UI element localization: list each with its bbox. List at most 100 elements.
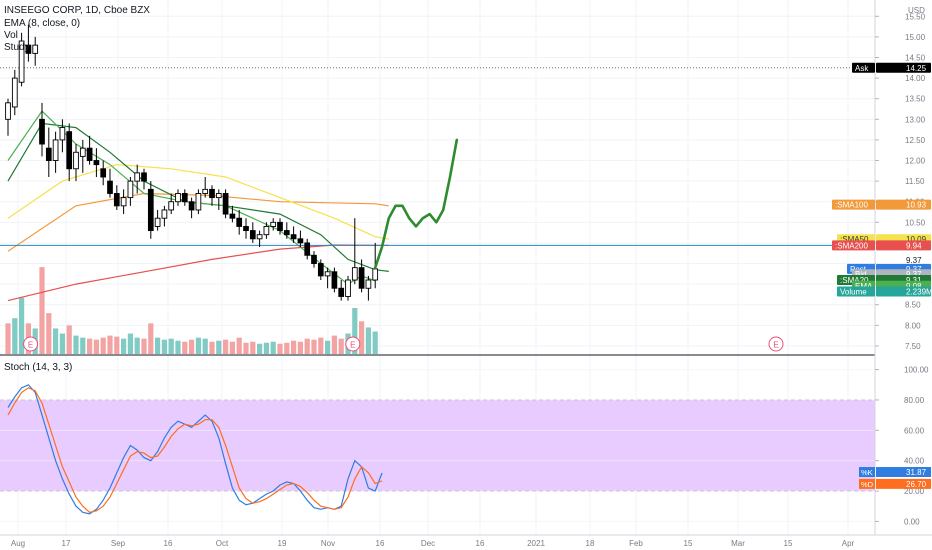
badge-label-bg	[837, 286, 875, 297]
stoch-badge-k: %K 31.87	[859, 467, 931, 478]
candle-body	[147, 188, 154, 232]
candle-body	[5, 102, 11, 120]
candle-body	[175, 193, 181, 203]
stoch-line-d	[7, 387, 383, 513]
time-tick-label: 15	[684, 539, 693, 548]
candle-body	[107, 180, 113, 194]
candle-body	[277, 221, 283, 232]
badge-value-bg	[876, 199, 931, 210]
badge-value: 9.08	[906, 282, 922, 291]
volume-bar	[352, 308, 358, 354]
earnings-event[interactable]: E	[345, 336, 361, 352]
stoch-badge-label: %K	[861, 468, 873, 477]
volume-bar	[182, 341, 188, 354]
badge-label-bg	[832, 240, 875, 251]
volume-bar	[236, 337, 242, 354]
candle-body	[304, 242, 311, 256]
time-tick-label: Nov	[321, 539, 335, 548]
candle-body	[372, 268, 379, 281]
volume-bar	[141, 338, 147, 354]
badge-label-text: SMA200	[837, 241, 868, 250]
time-tick-label: Mar	[731, 539, 745, 548]
volume-bar	[59, 333, 65, 354]
volume-bar	[223, 339, 229, 354]
earnings-event[interactable]: E	[768, 336, 784, 352]
badge-value-bg	[876, 286, 931, 297]
candle-body	[331, 271, 338, 289]
ma-line-sma50	[7, 163, 389, 240]
stoch-tick-label: 60.00	[904, 426, 925, 435]
volume-bar	[284, 342, 290, 354]
volume-bar	[73, 335, 79, 354]
stoch-band	[0, 399, 875, 492]
badge-label-text: Bid	[855, 270, 867, 279]
candle-body	[345, 279, 351, 297]
earnings-circle	[23, 336, 39, 352]
candle-body	[93, 160, 100, 166]
volume-bar	[297, 341, 303, 354]
earnings-label: E	[28, 341, 33, 350]
earnings-circle	[768, 336, 784, 352]
volume-bar	[189, 339, 195, 354]
volume-bar	[325, 340, 331, 354]
volume-bar	[257, 343, 263, 354]
volume-bar	[202, 338, 208, 354]
time-tick-label: 18	[586, 539, 595, 548]
candle-body	[297, 238, 304, 244]
volume-bar	[359, 321, 365, 354]
time-tick-label: Aug	[11, 539, 25, 548]
volume-bar	[175, 340, 181, 354]
volume-bar	[243, 342, 249, 354]
price-tick-label: 13.50	[905, 95, 926, 104]
volume-bar	[121, 338, 127, 354]
badge-value: 9.94	[906, 241, 922, 250]
candle-body	[86, 147, 93, 161]
candle-body	[120, 197, 127, 207]
indicator-ema[interactable]: EMA (8, close, 0)	[4, 18, 80, 29]
candle-body	[229, 213, 236, 219]
volume-bar	[39, 267, 45, 354]
drawing-projection[interactable]	[373, 138, 459, 269]
candle-body	[311, 254, 317, 264]
price-badge-sma200: 9.94 :SMA200	[832, 240, 931, 251]
stoch-badge-label: %D	[861, 480, 874, 489]
badge-label: EMA	[855, 282, 873, 291]
volume-bar	[155, 337, 161, 354]
candle-body	[324, 271, 331, 277]
volume-bar	[93, 339, 99, 354]
price-tick-label: 12.50	[905, 136, 926, 145]
indicator-study[interactable]: Study	[4, 42, 30, 53]
price-badges: 14.25 Ask 10.93:SMA100 10.09:SMA50 9.94:SMA2…	[832, 62, 932, 489]
volume-bar	[277, 343, 283, 354]
badge-label-bg	[852, 62, 875, 73]
price-badge-sma100: 10.93:SMA100	[832, 199, 931, 210]
indicator-vol[interactable]: Vol	[4, 30, 18, 41]
badge-label: :SMA200	[835, 241, 868, 250]
candle-body	[222, 193, 229, 215]
badge-label-text: Volume	[840, 288, 867, 297]
badge-value: 10.09	[906, 235, 927, 244]
earnings-event[interactable]: E	[23, 336, 39, 352]
volume-bar	[331, 335, 337, 354]
time-tick-label: 15	[784, 539, 793, 548]
volume-bar	[114, 336, 120, 354]
badge-label-text: Ask	[855, 64, 869, 73]
volume-bar	[148, 323, 154, 354]
volume-bar	[270, 341, 276, 354]
stoch-badge-label-bg	[859, 467, 875, 478]
badge-value: 9.37	[906, 270, 922, 279]
candle-body	[365, 279, 372, 289]
candle-body	[338, 287, 345, 297]
stoch-title[interactable]: Stoch (14, 3, 3)	[4, 362, 72, 373]
candle-body	[243, 225, 249, 232]
volume-bar	[19, 297, 25, 354]
earnings-circle	[345, 336, 361, 352]
candle-body	[113, 193, 120, 207]
earnings-label: E	[350, 341, 355, 350]
stoch-badge-d: %D 26.70	[859, 478, 931, 489]
badge-label: :SMA20	[840, 276, 869, 285]
volume-bar	[216, 340, 222, 354]
time-tick-label: Dec	[421, 539, 435, 548]
